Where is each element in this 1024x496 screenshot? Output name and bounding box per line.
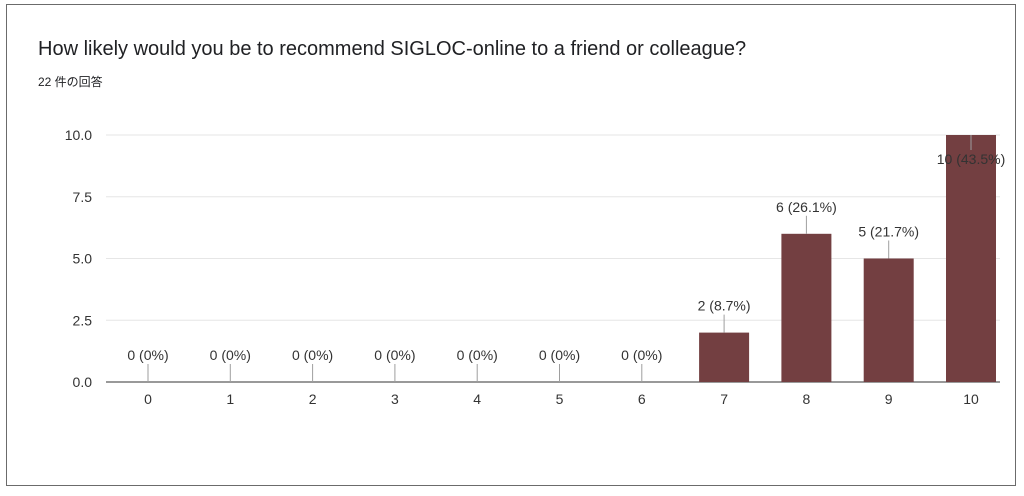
data-label: 0 (0%): [210, 347, 251, 363]
x-tick-label: 5: [556, 391, 564, 407]
data-label: 2 (8.7%): [698, 298, 751, 314]
x-tick-label: 6: [638, 391, 646, 407]
x-tick-label: 8: [803, 391, 811, 407]
data-label: 0 (0%): [292, 347, 333, 363]
data-label: 10 (43.5%): [937, 151, 1005, 167]
x-tick-label: 10: [963, 391, 979, 407]
x-tick-label: 0: [144, 391, 152, 407]
chart-title: How likely would you be to recommend SIG…: [38, 38, 747, 60]
data-label: 6 (26.1%): [776, 199, 837, 215]
x-tick-label: 3: [391, 391, 399, 407]
y-tick-label: 0.0: [73, 374, 93, 390]
bar: [699, 332, 750, 382]
y-tick-label: 7.5: [73, 189, 93, 205]
bar: [863, 258, 914, 382]
data-label: 0 (0%): [457, 347, 498, 363]
data-label: 5 (21.7%): [858, 224, 919, 240]
y-tick-label: 2.5: [73, 312, 93, 328]
bar: [946, 135, 996, 382]
chart-card: [6, 4, 1016, 486]
x-tick-label: 2: [309, 391, 317, 407]
x-tick-label: 9: [885, 391, 893, 407]
data-label: 0 (0%): [539, 347, 580, 363]
bar: [781, 233, 832, 382]
y-tick-label: 10.0: [65, 127, 92, 143]
x-tick-label: 7: [720, 391, 728, 407]
data-label: 0 (0%): [621, 347, 662, 363]
x-tick-label: 1: [226, 391, 234, 407]
y-tick-label: 5.0: [73, 251, 93, 267]
response-count: 22 件の回答: [38, 75, 103, 89]
data-label: 0 (0%): [374, 347, 415, 363]
data-label: 0 (0%): [127, 347, 168, 363]
x-tick-label: 4: [473, 391, 481, 407]
